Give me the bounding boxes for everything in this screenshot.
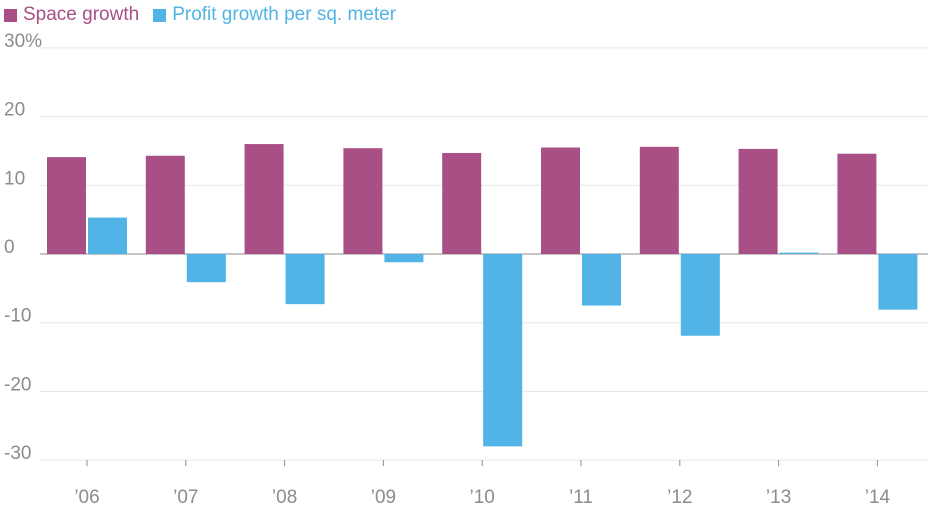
x-tick-label: ’09 xyxy=(371,487,396,508)
x-tick-label: ’13 xyxy=(766,487,791,508)
x-tick-label: ’14 xyxy=(865,487,891,508)
bar-space-growth xyxy=(639,146,679,254)
x-tick-label: ’12 xyxy=(667,487,692,508)
y-tick-label: -30 xyxy=(4,443,31,464)
x-tick-label: ’07 xyxy=(173,487,198,508)
bar-space-growth xyxy=(837,153,877,254)
bar-profit-growth xyxy=(384,254,424,263)
x-tick-label: ’11 xyxy=(569,487,593,508)
legend-swatch-profit-growth xyxy=(153,8,167,22)
bar-profit-growth xyxy=(582,254,621,306)
bar-profit-growth xyxy=(285,254,325,305)
x-tick-label: ’10 xyxy=(470,487,495,508)
legend-item-profit-growth[interactable]: Profit growth per sq. meter xyxy=(153,4,396,26)
legend: Space growth Profit growth per sq. meter xyxy=(4,4,396,26)
bar-space-growth xyxy=(442,153,482,254)
bar-profit-growth xyxy=(483,254,523,447)
bar-profit-growth xyxy=(186,254,226,283)
y-tick-label: 0 xyxy=(4,237,15,258)
bar-profit-growth xyxy=(88,217,127,254)
bar-profit-growth xyxy=(878,254,918,310)
bar-space-growth xyxy=(145,155,185,254)
legend-item-space-growth[interactable]: Space growth xyxy=(4,4,139,26)
y-tick-label: 10 xyxy=(4,168,25,189)
y-tick-label: -20 xyxy=(4,374,31,395)
legend-label-space-growth: Space growth xyxy=(23,4,140,25)
bar-profit-growth xyxy=(680,254,720,336)
x-tick-label: ’06 xyxy=(74,487,99,508)
bar-space-growth xyxy=(541,147,580,254)
y-tick-label: -10 xyxy=(4,306,31,327)
bar-space-growth xyxy=(343,148,383,254)
bar-profit-growth xyxy=(779,252,819,254)
legend-label-profit-growth: Profit growth per sq. meter xyxy=(172,4,397,25)
y-tick-label: 30% xyxy=(4,31,42,52)
y-tick-label: 20 xyxy=(4,100,25,121)
bar-space-growth xyxy=(47,157,86,254)
bar-space-growth xyxy=(244,144,284,254)
bar-space-growth xyxy=(738,148,778,254)
x-tick-label: ’08 xyxy=(272,487,297,508)
legend-swatch-space-growth xyxy=(4,8,17,22)
